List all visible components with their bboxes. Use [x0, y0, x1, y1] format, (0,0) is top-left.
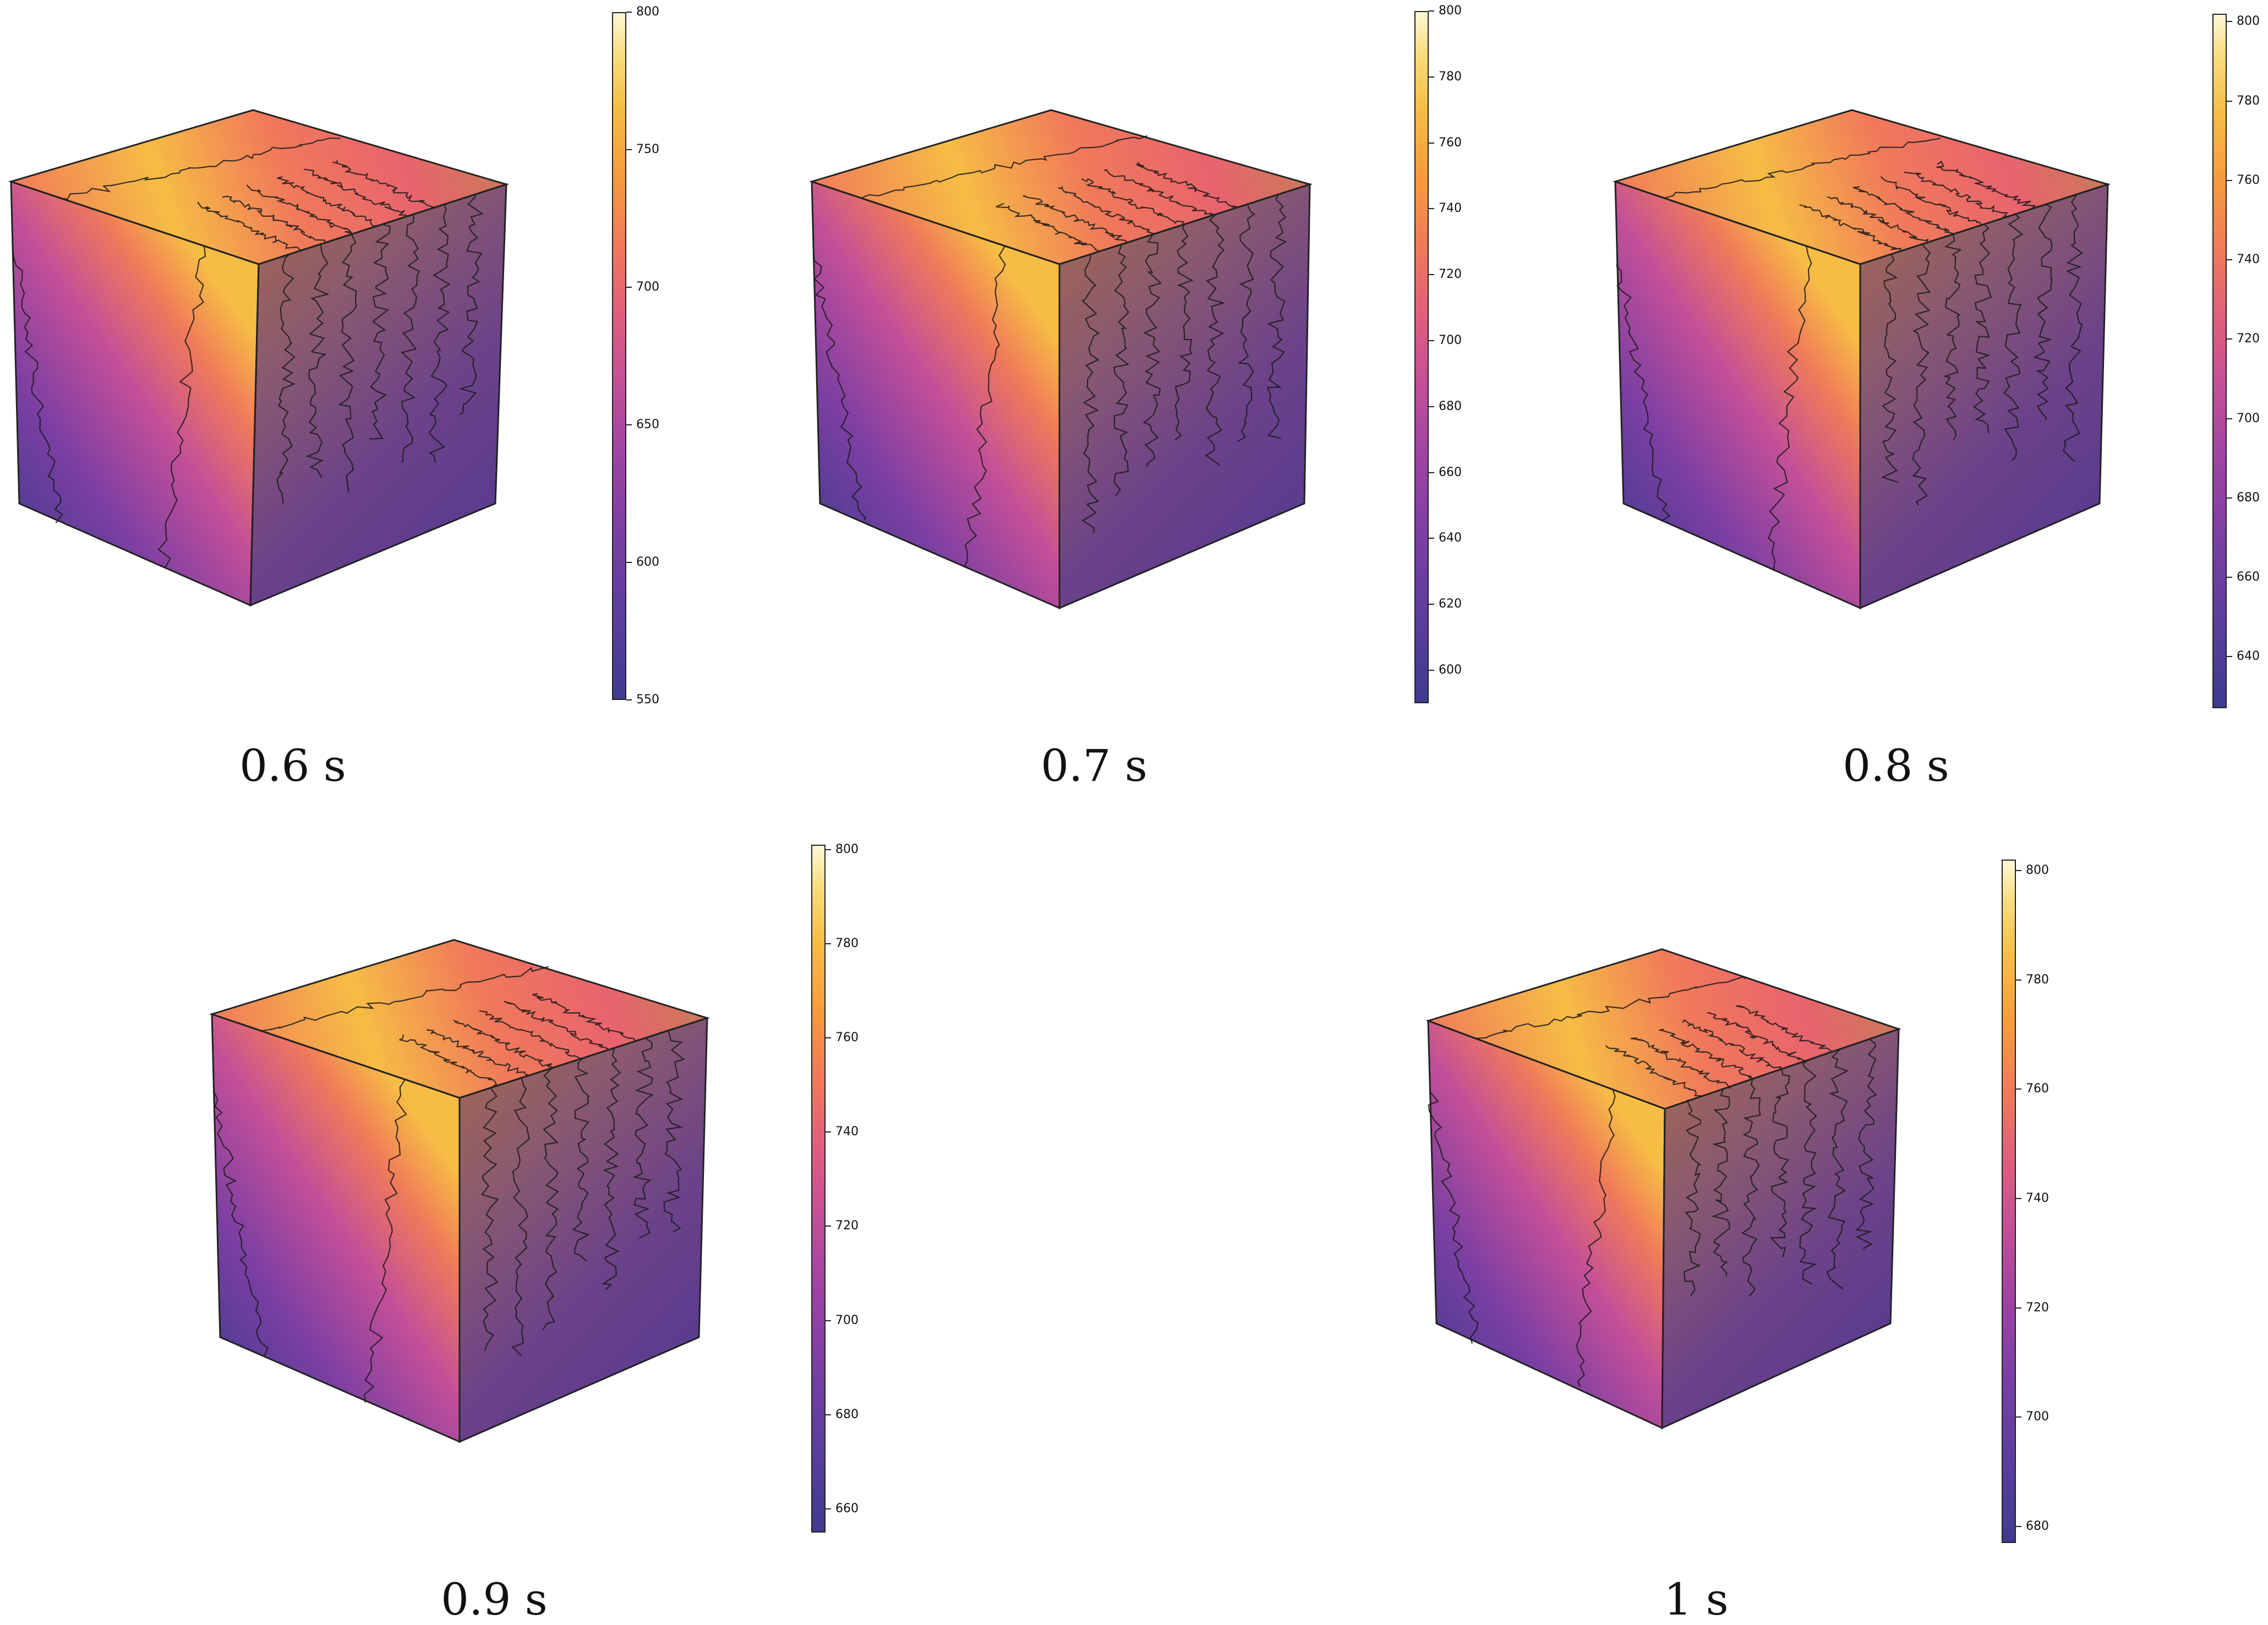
colorbar-tick-label: 720 — [2237, 332, 2260, 346]
contour-lines — [1428, 976, 1877, 1387]
colorbar-tick-label: 680 — [1439, 399, 1462, 413]
cube-panel-0: 550 600 650 700 750 800 0.6 s — [0, 0, 715, 803]
colorbar-tick-label: 760 — [1439, 135, 1462, 150]
colorbar-tick-label: 780 — [1439, 69, 1462, 84]
colorbar-tick-label: 660 — [2237, 570, 2260, 584]
temperature-cube-1 — [809, 109, 1313, 610]
contour-lines — [813, 135, 1287, 568]
colorbar-tick-label: 740 — [835, 1125, 859, 1139]
colorbar-tick-label: 640 — [2237, 649, 2260, 664]
temperature-cube-0 — [8, 109, 510, 607]
colorbar-tick-label: 740 — [1439, 201, 1462, 216]
colorbar-3: 660 680 700 720 740 760 780 800 — [811, 842, 872, 1533]
colorbar-tick-label: 700 — [2026, 1410, 2049, 1424]
time-caption-4: 1 s — [1664, 1574, 1729, 1625]
time-caption-0: 0.6 s — [239, 740, 346, 791]
colorbar-gradient — [612, 12, 626, 700]
colorbar-tick-label: 680 — [2237, 490, 2260, 505]
contour-lines — [213, 966, 685, 1403]
cube-edges — [811, 180, 1310, 608]
cube-edges — [1615, 180, 2108, 608]
colorbar-tick-label: 600 — [1439, 663, 1462, 677]
colorbar-tick-label: 700 — [636, 280, 659, 294]
time-caption-3: 0.9 s — [441, 1574, 548, 1625]
colorbar-tick-label: 640 — [1439, 531, 1462, 545]
colorbar-tick-label: 680 — [835, 1407, 859, 1421]
colorbar-tick-label: 700 — [1439, 333, 1462, 348]
colorbar-gradient — [1414, 11, 1429, 703]
colorbar-tick-label: 760 — [835, 1031, 859, 1045]
colorbar-tick-label: 760 — [2026, 1082, 2049, 1096]
colorbar-2: 640 660 680 700 720 740 760 780 800 — [2212, 14, 2268, 708]
colorbar-tick-label: 750 — [636, 143, 659, 156]
colorbar-tick-label: 620 — [1439, 597, 1462, 611]
colorbar-tick-label: 760 — [2237, 173, 2260, 187]
colorbar-tick-label: 680 — [2026, 1519, 2049, 1534]
contour-lines — [12, 137, 484, 568]
cube-panel-1: 600 620 640 660 680 700 720 740 760 780 800 0.7 s — [0, 0, 2268, 803]
colorbar-tick-label: 800 — [2237, 14, 2260, 29]
colorbar-tick-label: 700 — [835, 1313, 859, 1327]
colorbar-tick-label: 660 — [835, 1502, 859, 1516]
colorbar-tick-label: 800 — [835, 842, 859, 856]
colorbar-tick-label: 720 — [1439, 267, 1462, 282]
colorbar-tick-label: 780 — [2026, 972, 2049, 987]
time-caption-1: 0.7 s — [1041, 740, 1147, 791]
colorbar-4: 680 700 720 740 760 780 800 — [2002, 860, 2062, 1543]
colorbar-tick-label: 740 — [2026, 1191, 2049, 1206]
colorbar-tick-label: 800 — [1439, 4, 1462, 18]
colorbar-tick-label: 740 — [2237, 253, 2260, 267]
time-caption-2: 0.8 s — [1843, 740, 1949, 791]
cube-panel-2: 640 660 680 700 720 740 760 780 800 0.8 s — [0, 0, 2268, 803]
temperature-cube-2 — [1613, 109, 2111, 610]
colorbar-gradient — [2212, 14, 2227, 708]
colorbar-tick-label: 800 — [2026, 863, 2049, 877]
colorbar-tick-label: 660 — [1439, 465, 1462, 479]
cube-edges — [1428, 1020, 1899, 1429]
colorbar-tick-label: 800 — [636, 5, 659, 19]
colorbar-gradient — [811, 845, 826, 1533]
colorbar-tick-label: 720 — [2026, 1300, 2049, 1315]
colorbar-tick-label: 650 — [636, 418, 659, 431]
colorbar-tick-label: 720 — [835, 1219, 859, 1233]
colorbar-0: 550 600 650 700 750 800 — [612, 5, 673, 707]
colorbar-tick-label: 600 — [636, 555, 659, 569]
colorbar-1: 600 620 640 660 680 700 720 740 760 780 800 — [1414, 4, 1475, 703]
colorbar-tick-label: 780 — [2237, 94, 2260, 108]
colorbar-tick-label: 780 — [835, 936, 859, 950]
cube-edges — [211, 1013, 708, 1442]
colorbar-tick-label: 700 — [2237, 411, 2260, 425]
colorbar-gradient — [2002, 860, 2016, 1543]
contour-lines — [1616, 138, 2083, 571]
cube-edges — [10, 180, 507, 606]
colorbar-tick-label: 550 — [636, 693, 659, 707]
